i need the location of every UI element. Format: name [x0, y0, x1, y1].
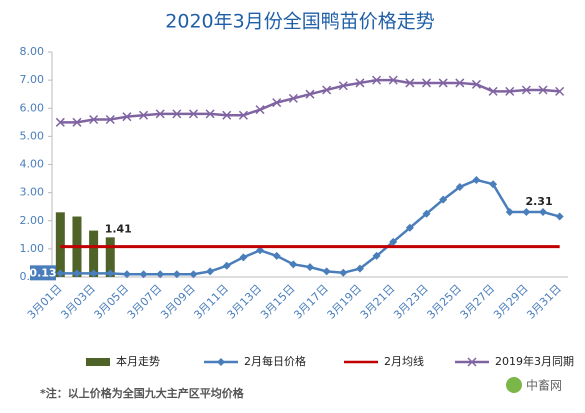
y-tick-label: 5.00 — [20, 129, 45, 142]
marker — [555, 212, 564, 221]
marker — [355, 264, 364, 273]
marker — [222, 261, 231, 270]
marker — [355, 78, 365, 88]
marker — [255, 105, 265, 115]
marker — [306, 263, 314, 272]
marker — [372, 75, 382, 85]
marker — [339, 268, 348, 277]
marker — [239, 253, 248, 262]
marker — [455, 183, 464, 191]
marker — [467, 357, 477, 367]
marker — [55, 117, 65, 127]
marker — [72, 269, 81, 278]
legend-label: 本月走势 — [116, 354, 160, 368]
marker — [122, 270, 131, 279]
marker — [422, 209, 431, 218]
marker — [139, 270, 148, 279]
bar — [89, 230, 99, 277]
marker — [206, 267, 215, 276]
marker — [56, 269, 65, 278]
marker — [189, 270, 198, 279]
bar — [55, 212, 65, 277]
marker — [421, 78, 432, 88]
bar — [105, 237, 115, 277]
marker — [505, 86, 515, 96]
marker — [272, 251, 281, 260]
marker — [289, 260, 298, 269]
data-label: 2.31 — [525, 195, 552, 208]
legend-label: 2月每日价格 — [244, 354, 306, 368]
marker — [322, 267, 331, 276]
legend-swatch — [86, 358, 110, 366]
data-label: 0.13 — [29, 266, 56, 279]
marker — [555, 86, 565, 96]
marker — [488, 86, 498, 96]
marker — [172, 270, 181, 279]
y-tick-label: 8.00 — [20, 45, 45, 58]
marker — [489, 180, 498, 189]
marker — [322, 85, 332, 95]
marker — [238, 110, 248, 120]
marker — [538, 85, 548, 95]
y-tick-label: 3.00 — [20, 186, 45, 199]
watermark-icon — [506, 377, 522, 393]
marker — [389, 237, 398, 246]
marker — [222, 110, 232, 120]
y-tick-label: 2.00 — [20, 214, 45, 227]
chart-title: 2020年3月份全国鸭苗价格走势 — [165, 11, 434, 33]
legend-label: 2019年3月同期 — [495, 354, 574, 368]
marker — [89, 114, 99, 125]
marker — [471, 79, 481, 89]
marker — [405, 78, 415, 88]
legend-label: 2月均线 — [384, 354, 424, 368]
marker — [305, 89, 315, 99]
marker — [455, 78, 465, 88]
data-label-box — [30, 265, 56, 281]
y-tick-label: 6.00 — [20, 101, 45, 114]
marker — [72, 117, 82, 127]
marker — [106, 269, 115, 278]
marker — [522, 208, 531, 217]
marker — [105, 114, 115, 125]
marker — [156, 270, 165, 279]
marker — [372, 251, 381, 260]
marker — [122, 112, 132, 122]
y-tick-label: 4.00 — [20, 158, 45, 171]
marker — [155, 109, 165, 119]
y-tick-label: 7.00 — [20, 73, 45, 86]
y-tick-label: 1.00 — [20, 242, 45, 255]
marker — [256, 246, 265, 255]
watermark: 中畜网 — [526, 378, 562, 393]
marker — [172, 109, 182, 119]
marker — [89, 269, 98, 278]
marker — [205, 109, 215, 119]
marker — [439, 195, 448, 204]
marker — [272, 98, 282, 108]
marker — [139, 110, 149, 120]
note: *注：以上价格为全国九大主产区平均价格 — [40, 386, 245, 400]
marker — [521, 85, 531, 95]
marker — [217, 358, 225, 366]
data-label: 1.41 — [105, 222, 132, 235]
marker — [438, 78, 448, 88]
marker — [338, 81, 348, 91]
marker — [388, 75, 398, 85]
marker — [472, 175, 481, 184]
marker — [539, 208, 548, 217]
marker — [288, 93, 298, 103]
marker — [405, 223, 414, 232]
marker — [188, 109, 199, 119]
marker — [505, 208, 514, 217]
